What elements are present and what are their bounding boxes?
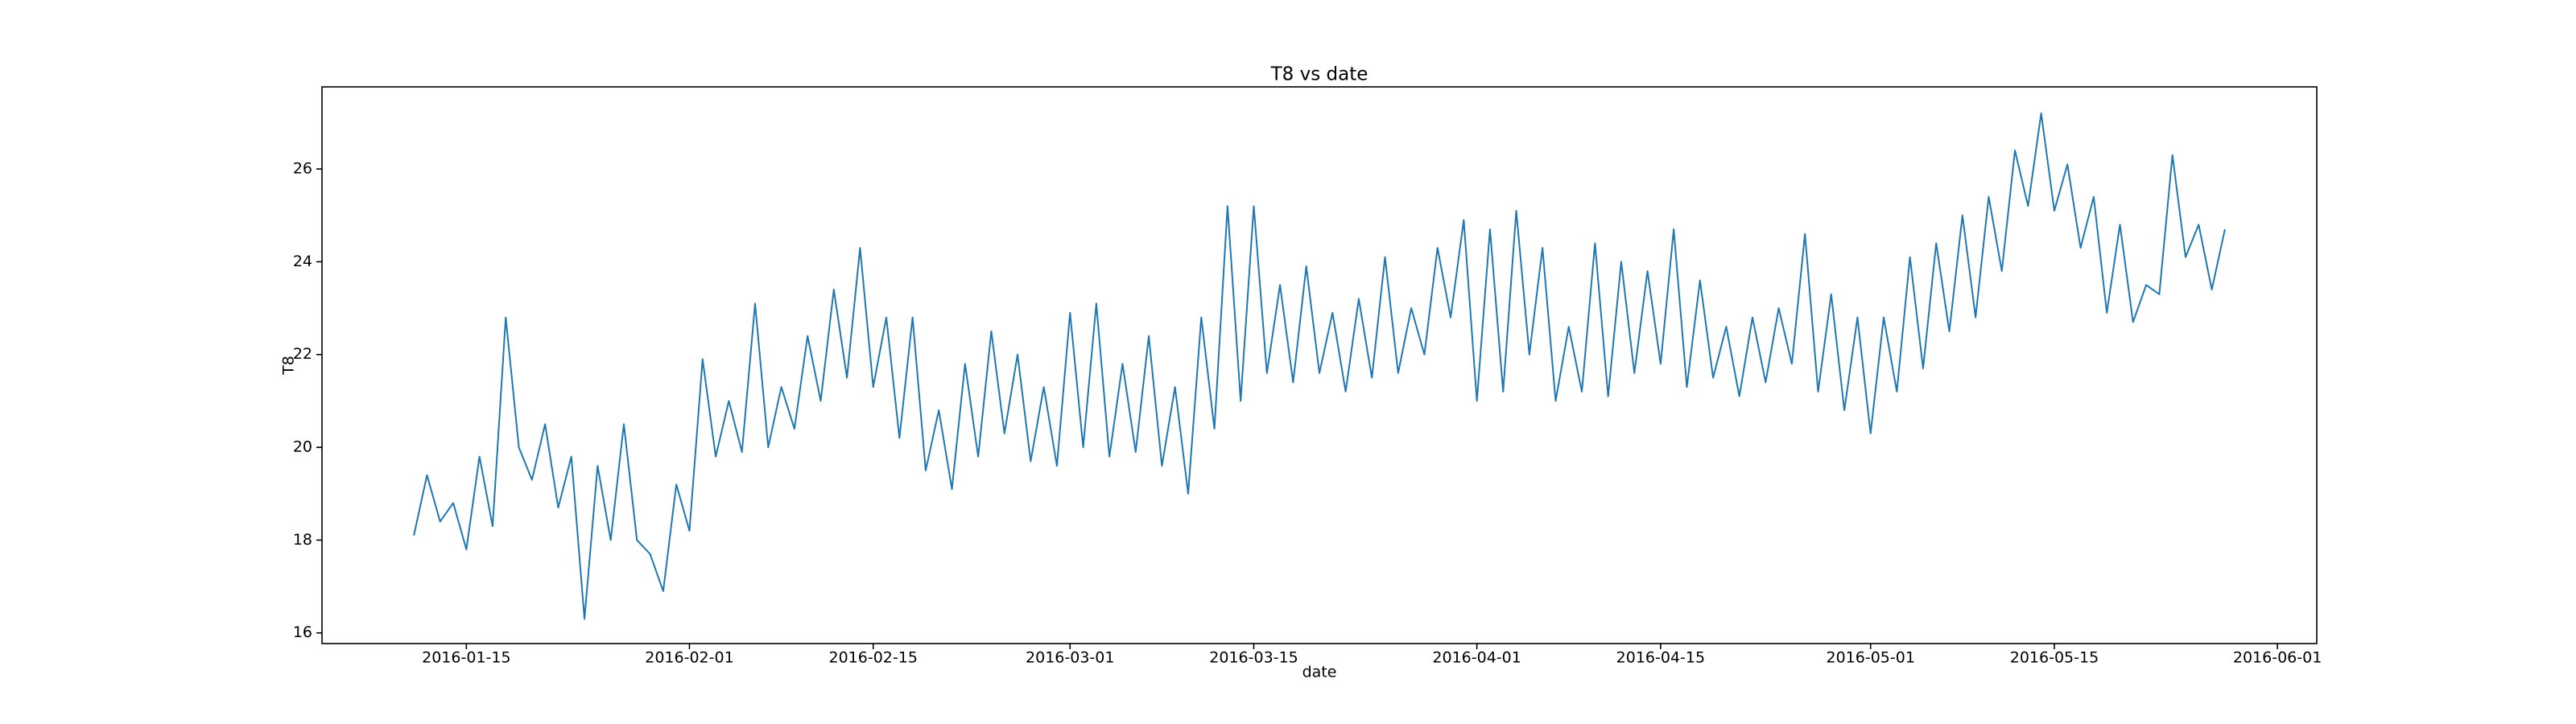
x-tick-label: 2016-02-01: [645, 649, 733, 667]
x-tick-label: 2016-04-15: [1616, 649, 1705, 667]
x-axis-label: date: [1302, 664, 1337, 681]
axes-frame: [321, 86, 2318, 644]
x-tick-label: 2016-05-01: [1826, 649, 1914, 667]
x-tick-label: 2016-06-01: [2233, 649, 2322, 667]
y-tick-label: 24: [293, 253, 312, 270]
x-tick-label: 2016-03-01: [1026, 649, 1114, 667]
y-axis-label: T8: [280, 356, 298, 376]
data-line: [413, 112, 2226, 620]
y-tick-label: 20: [293, 438, 312, 456]
x-tick-label: 2016-02-15: [828, 649, 917, 667]
x-tick-label: 2016-04-01: [1432, 649, 1521, 667]
y-tick-label: 18: [293, 531, 312, 549]
x-tick-label: 2016-01-15: [422, 649, 510, 667]
y-tick-label: 22: [293, 345, 312, 363]
x-tick-label: 2016-03-15: [1209, 649, 1298, 667]
y-tick-label: 16: [293, 623, 312, 641]
x-tick-label: 2016-05-15: [2010, 649, 2099, 667]
chart-title: T8 vs date: [1270, 64, 1368, 85]
y-tick-label: 26: [293, 160, 312, 178]
